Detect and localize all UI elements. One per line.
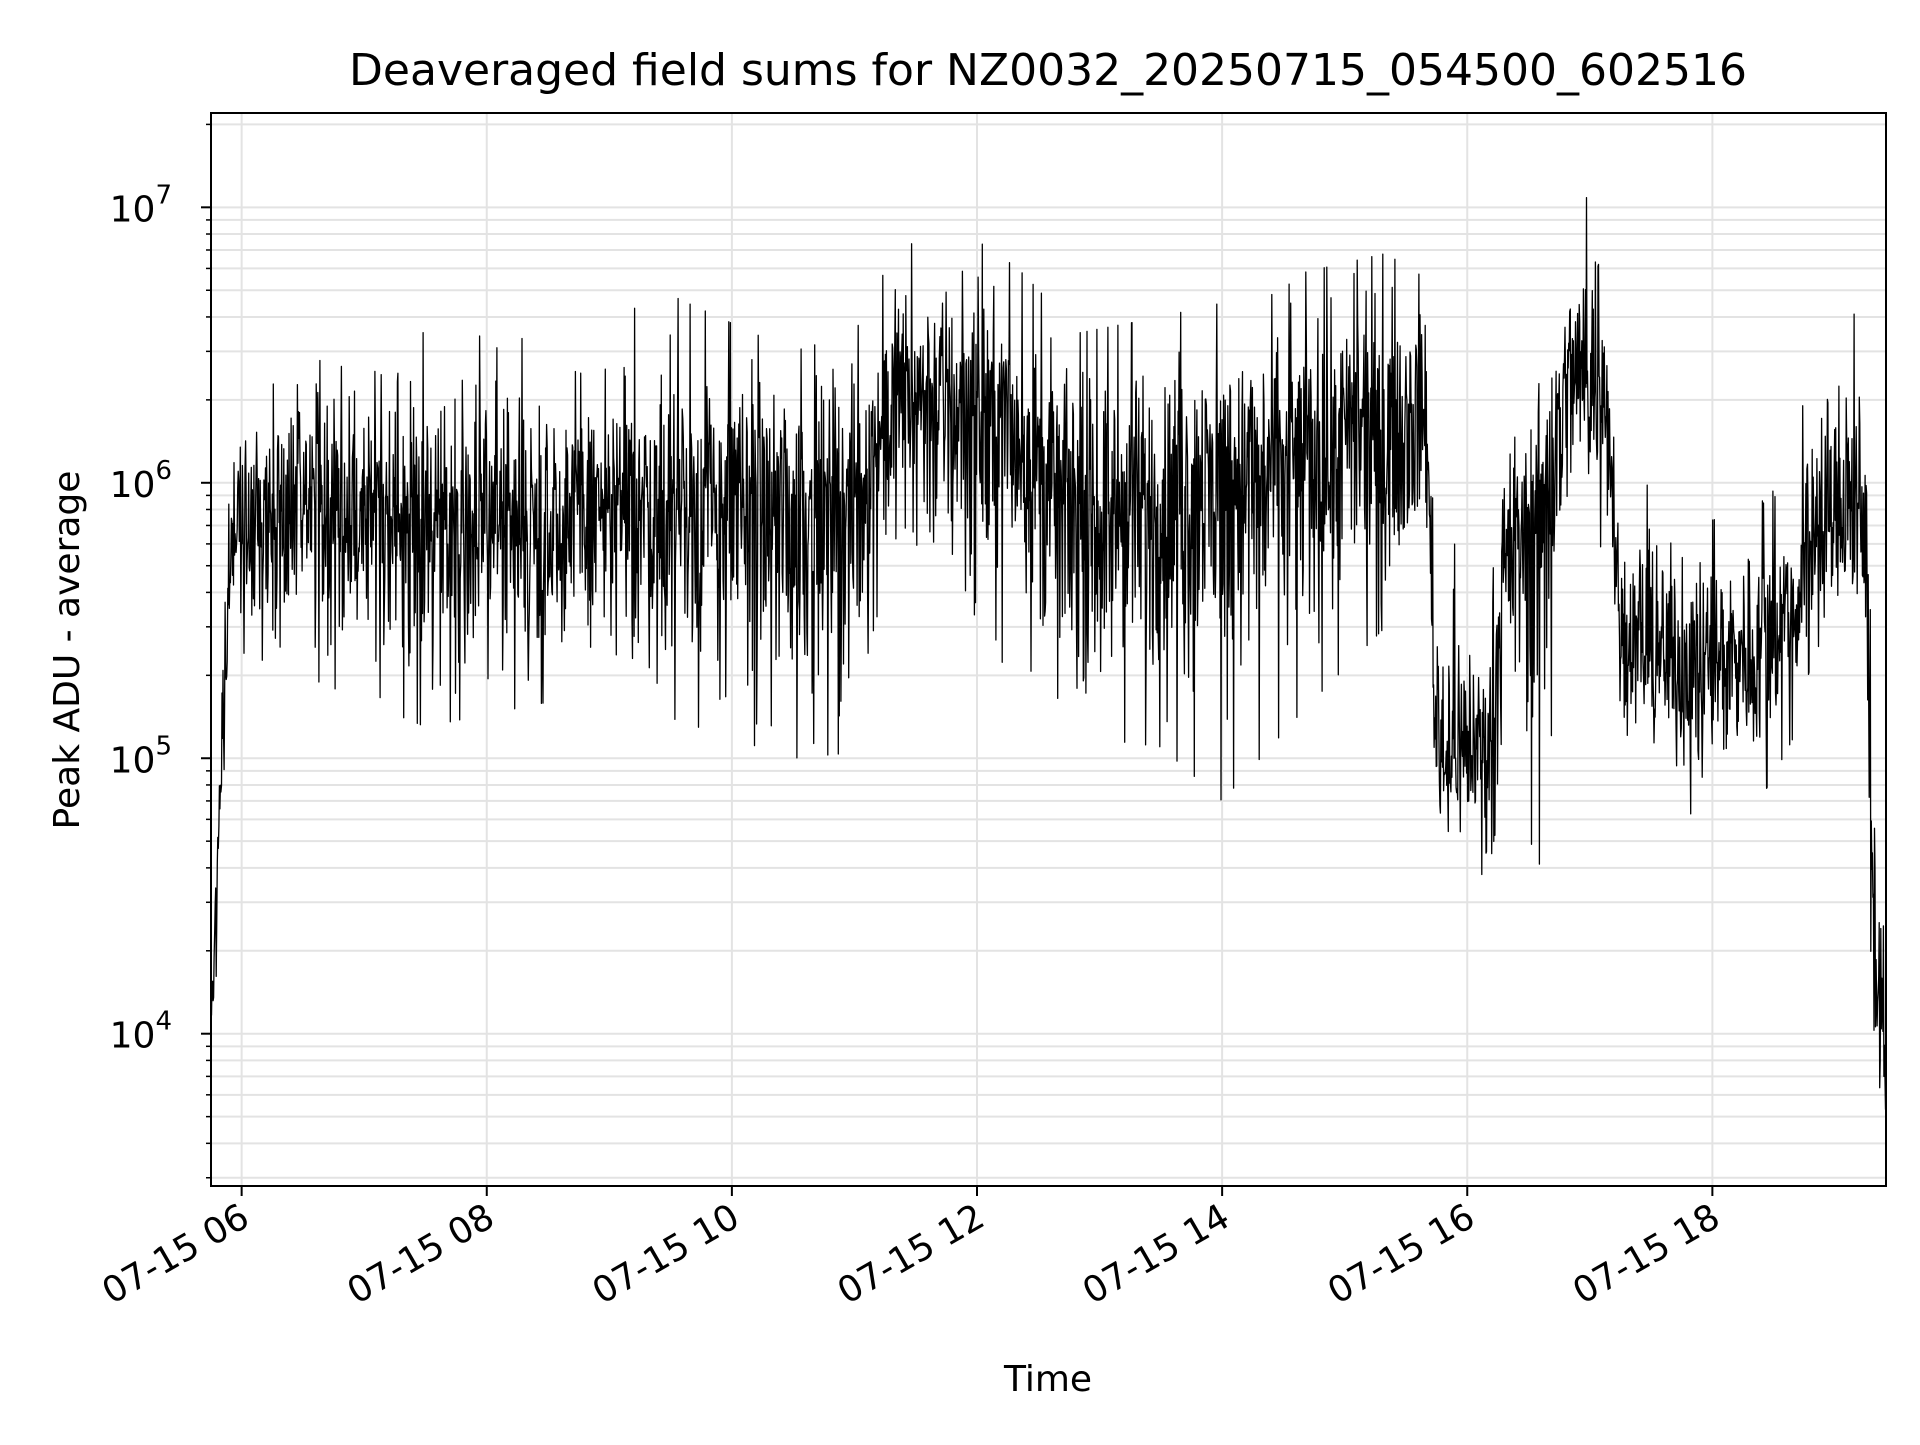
- y-tick-label: 105: [110, 731, 172, 781]
- y-tick-label-base: 10: [110, 189, 156, 230]
- y-axis-label: Peak ADU - average: [47, 471, 88, 830]
- grid-lines: [211, 113, 1886, 1186]
- y-tick-label-base: 10: [110, 740, 156, 781]
- y-tick-label-base: 10: [110, 465, 156, 506]
- data-series: [210, 196, 1887, 1111]
- chart-title: Deaveraged field sums for NZ0032_2025071…: [349, 45, 1747, 96]
- plot-frame: [210, 112, 1887, 1187]
- y-tick-label-base: 10: [110, 1016, 156, 1057]
- series-line: [210, 196, 1887, 1111]
- y-tick-label-exponent: 4: [155, 1007, 172, 1037]
- y-tick-label-exponent: 7: [155, 180, 172, 210]
- x-axis-label: Time: [1003, 1359, 1092, 1400]
- y-tick-label-exponent: 6: [155, 456, 172, 486]
- y-tick-label: 106: [110, 456, 172, 506]
- y-tick-label-exponent: 5: [155, 731, 172, 761]
- y-tick-label: 104: [110, 1007, 172, 1057]
- y-tick-label: 107: [110, 180, 172, 230]
